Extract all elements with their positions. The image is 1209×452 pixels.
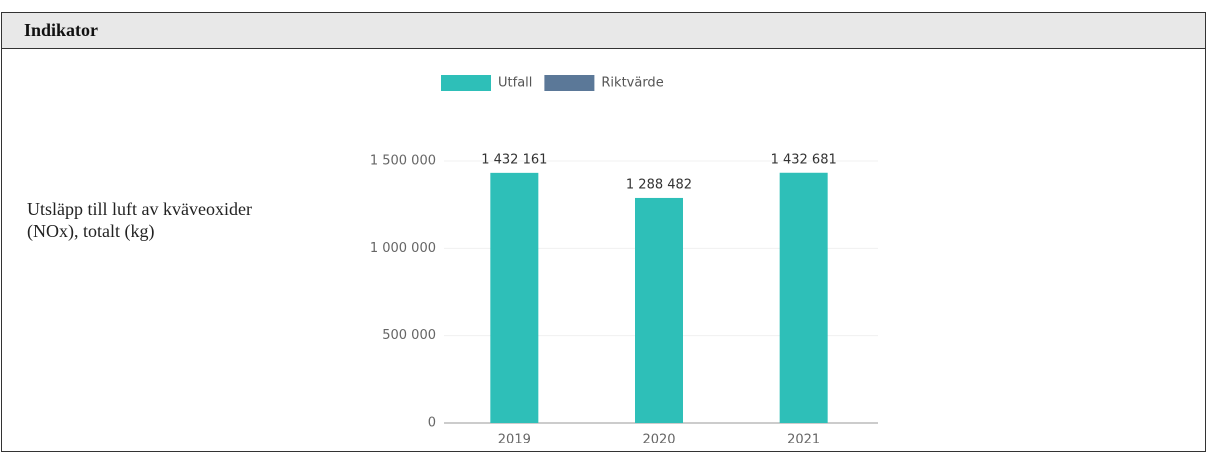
y-tick-label: 500 000	[382, 328, 436, 343]
data-label: 1 432 681	[771, 152, 837, 167]
y-tick-label: 0	[428, 416, 436, 431]
y-tick-label: 1 500 000	[370, 154, 436, 169]
x-tick-label: 2019	[498, 433, 531, 444]
legend-label: Riktvärde	[601, 76, 663, 91]
table-header: Indikator	[2, 13, 1205, 49]
legend-swatch	[441, 75, 491, 91]
bar	[779, 172, 828, 423]
data-label: 1 432 161	[481, 152, 547, 167]
x-tick-label: 2020	[642, 433, 675, 444]
x-tick-label: 2021	[787, 433, 820, 444]
row-label: Utsläpp till luft av kväveoxider (NOx), …	[27, 199, 252, 241]
bar	[635, 197, 683, 423]
data-label: 1 288 482	[626, 177, 692, 192]
legend-swatch	[544, 75, 595, 91]
legend-label: Utfall	[498, 76, 532, 91]
table: Indikator	[1, 12, 1206, 452]
bar	[490, 172, 539, 423]
header-title: Indikator	[24, 20, 99, 40]
y-tick-label: 1 000 000	[370, 241, 436, 256]
